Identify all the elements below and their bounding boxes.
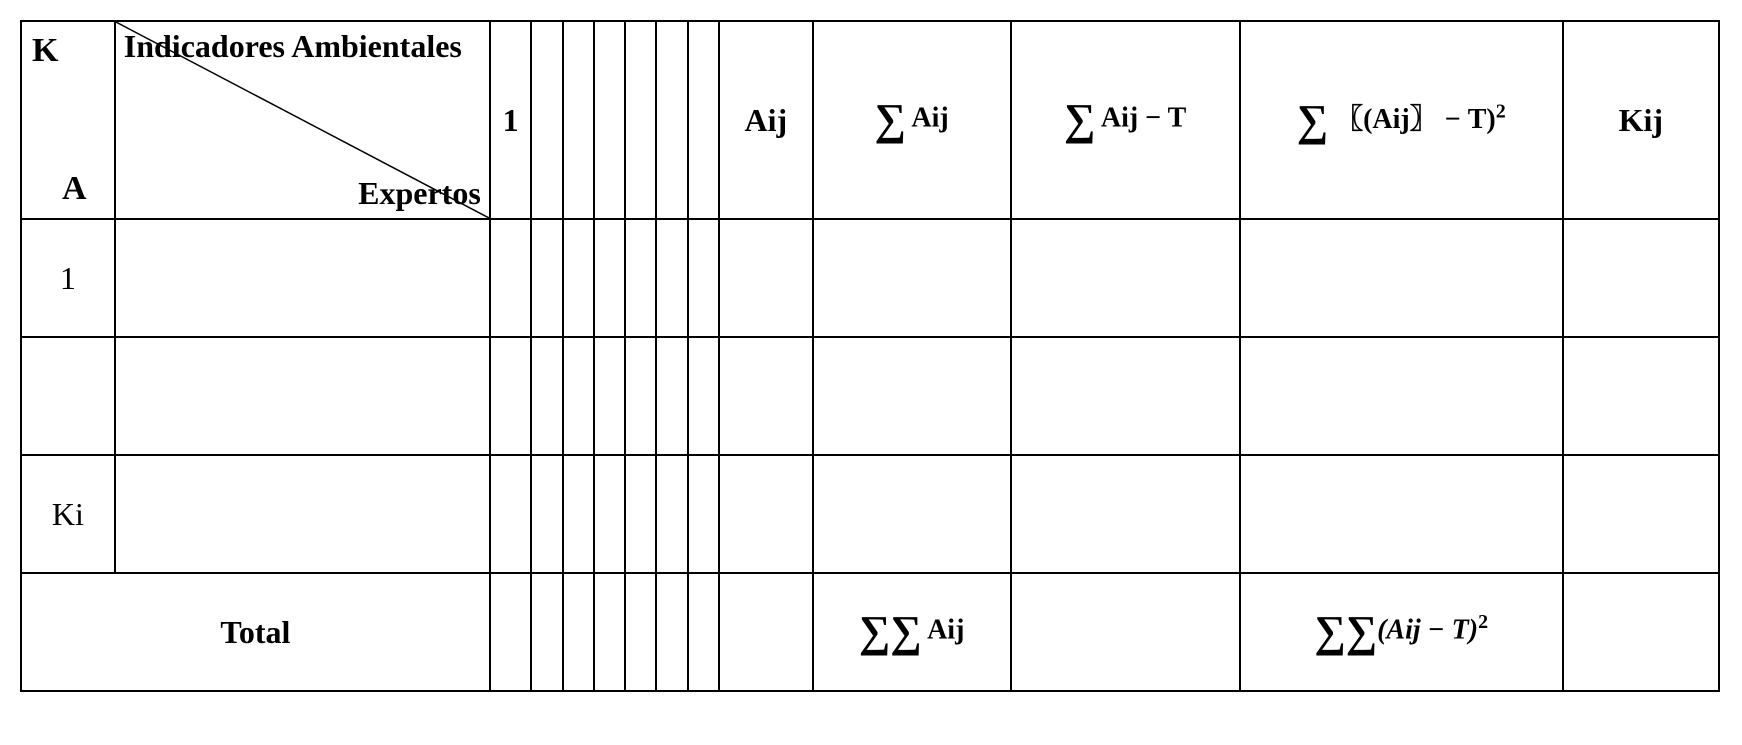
col-header-sum-aij-minus-t: ∑ Aij − T [1011,21,1240,219]
label-k: K [32,32,58,70]
kendall-table: K A Indicadores Ambientales Expertos 1 A… [20,20,1720,692]
col-header-aij: Aij [719,21,813,219]
row-total-c6 [656,573,687,691]
row1-c6 [656,219,687,337]
row-ki-sum-aij [813,455,1011,573]
col-header-blank-1 [531,21,562,219]
row1-c5 [625,219,656,337]
row-ki-c5 [625,455,656,573]
row-total-c1 [490,573,532,691]
row2-sum-aij-t [1011,337,1240,455]
cell-diagonal: Indicadores Ambientales Expertos [115,21,490,219]
row-total-c5 [625,573,656,691]
row1-aij [719,219,813,337]
row1-kij [1563,219,1719,337]
col-header-sum-aij: ∑ Aij [813,21,1011,219]
row2-desc [115,337,490,455]
row2-c5 [625,337,656,455]
row2-aij [719,337,813,455]
row-total-kij [1563,573,1719,691]
row1-sum-aij [813,219,1011,337]
col-header-blank-5 [656,21,687,219]
row2-c1 [490,337,532,455]
row2-sum-aij-t-sq [1240,337,1563,455]
cell-ka: K A [21,21,115,219]
row2-label [21,337,115,455]
row-total-sum-aij-t [1011,573,1240,691]
row2-kij [1563,337,1719,455]
row-ki-sum-aij-t [1011,455,1240,573]
row1-c3 [563,219,594,337]
row-ki-aij [719,455,813,573]
row2-c6 [656,337,687,455]
row-total-c2 [531,573,562,691]
row2-c2 [531,337,562,455]
row1-c7 [688,219,719,337]
row1-sum-aij-t-sq [1240,219,1563,337]
row-ki-desc [115,455,490,573]
row-ki-label: Ki [21,455,115,573]
row-ki-c1 [490,455,532,573]
row-total-label: Total [21,573,490,691]
col-header-blank-6 [688,21,719,219]
col-header-1: 1 [490,21,532,219]
col-header-kij: Kij [1563,21,1719,219]
row1-c4 [594,219,625,337]
row-total-aij [719,573,813,691]
row1-c2 [531,219,562,337]
row2-c3 [563,337,594,455]
row-total-c7 [688,573,719,691]
label-indicadores: Indicadores Ambientales [124,28,462,65]
exponent-2-total: 2 [1478,611,1488,633]
row2-sum-aij [813,337,1011,455]
row-total-c3 [563,573,594,691]
col-header-blank-4 [625,21,656,219]
col-header-blank-3 [594,21,625,219]
col-header-sum-aij-minus-t-sq: ∑ 〖(Aij〗 − T)2 [1240,21,1563,219]
row2-c4 [594,337,625,455]
row1-sum-aij-t [1011,219,1240,337]
row1-label: 1 [21,219,115,337]
row-ki-c6 [656,455,687,573]
row-ki-sum-aij-t-sq [1240,455,1563,573]
row-ki-c3 [563,455,594,573]
label-expertos: Expertos [358,175,481,212]
row1-desc [115,219,490,337]
row2-c7 [688,337,719,455]
row-ki-kij [1563,455,1719,573]
col-header-blank-2 [563,21,594,219]
row-total-sum-aij-t-sq: ∑∑(Aij − T)2 [1240,573,1563,691]
exponent-2: 2 [1496,100,1506,122]
row-ki-c2 [531,455,562,573]
row-total-sum-aij: ∑∑ Aij [813,573,1011,691]
label-a: A [62,170,87,208]
row1-c1 [490,219,532,337]
row-total-c4 [594,573,625,691]
row-ki-c4 [594,455,625,573]
row-ki-c7 [688,455,719,573]
